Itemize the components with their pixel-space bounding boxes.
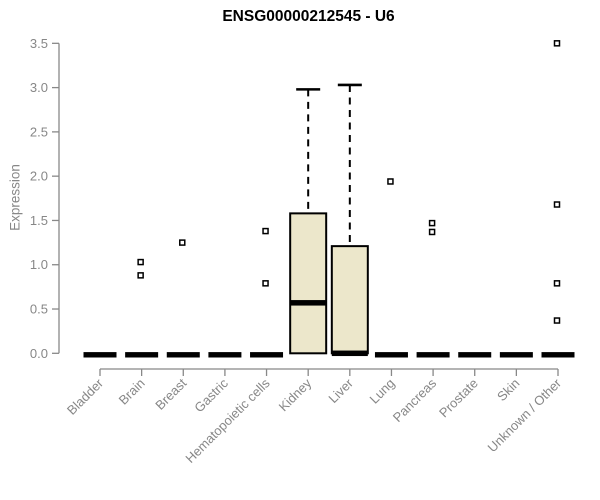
y-tick-label: 2.0: [30, 169, 48, 184]
zero-median-brain: [125, 352, 159, 358]
outlier-point-brain: [137, 272, 144, 279]
x-tick-label-gastric: Gastric: [191, 375, 231, 415]
outlier-point-unknown-other: [553, 201, 561, 208]
y-tick-label: 2.5: [30, 124, 48, 139]
chart-title: ENSG00000212545 - U6: [222, 8, 395, 25]
zero-median-skin: [499, 352, 533, 358]
box-liver: [330, 245, 369, 355]
zero-median-prostate: [458, 352, 492, 358]
zero-median-unknown-other: [541, 352, 575, 358]
zero-median-bladder: [83, 352, 117, 358]
outlier-point-pancreas: [428, 228, 436, 236]
zero-median-hematopoietic-cells: [250, 352, 284, 358]
x-tick-label-prostate: Prostate: [436, 376, 481, 421]
y-tick-label: 1.0: [30, 257, 48, 272]
outlier-point-hematopoietic-cells: [262, 227, 269, 235]
y-tick-label: 3.0: [30, 80, 48, 95]
zero-median-gastric: [208, 352, 242, 358]
y-tick-label: 0.0: [30, 346, 48, 361]
zero-median-breast: [166, 352, 200, 358]
x-tick-label-bladder: Bladder: [64, 375, 107, 418]
zero-median-pancreas: [416, 352, 450, 358]
x-tick-label-liver: Liver: [325, 375, 356, 406]
x-tick-label-brain: Brain: [116, 376, 148, 408]
median-kidney: [290, 300, 327, 306]
outlier-point-unknown-other: [553, 40, 561, 47]
outlier-point-unknown-other: [553, 317, 561, 324]
outlier-point-brain: [137, 258, 144, 266]
zero-median-lung: [374, 352, 408, 358]
x-tick-label-pancreas: Pancreas: [390, 375, 440, 425]
x-tick-label-lung: Lung: [367, 376, 398, 407]
outlier-point-pancreas: [428, 219, 436, 227]
outlier-point-hematopoietic-cells: [262, 280, 269, 287]
box-kidney: [289, 212, 328, 355]
x-tick-label-skin: Skin: [494, 376, 522, 404]
x-tick-label-kidney: Kidney: [276, 375, 315, 414]
outlier-point-lung: [387, 178, 394, 185]
x-tick-label-unknown-other: Unknown / Other: [485, 375, 565, 455]
y-tick-label: 0.5: [30, 302, 48, 317]
median-liver: [331, 350, 368, 357]
y-tick-label: 1.5: [30, 213, 48, 228]
outlier-point-unknown-other: [553, 280, 561, 287]
outlier-point-breast: [179, 239, 186, 246]
y-tick-label: 3.5: [30, 36, 48, 51]
x-tick-label-breast: Breast: [152, 375, 189, 412]
